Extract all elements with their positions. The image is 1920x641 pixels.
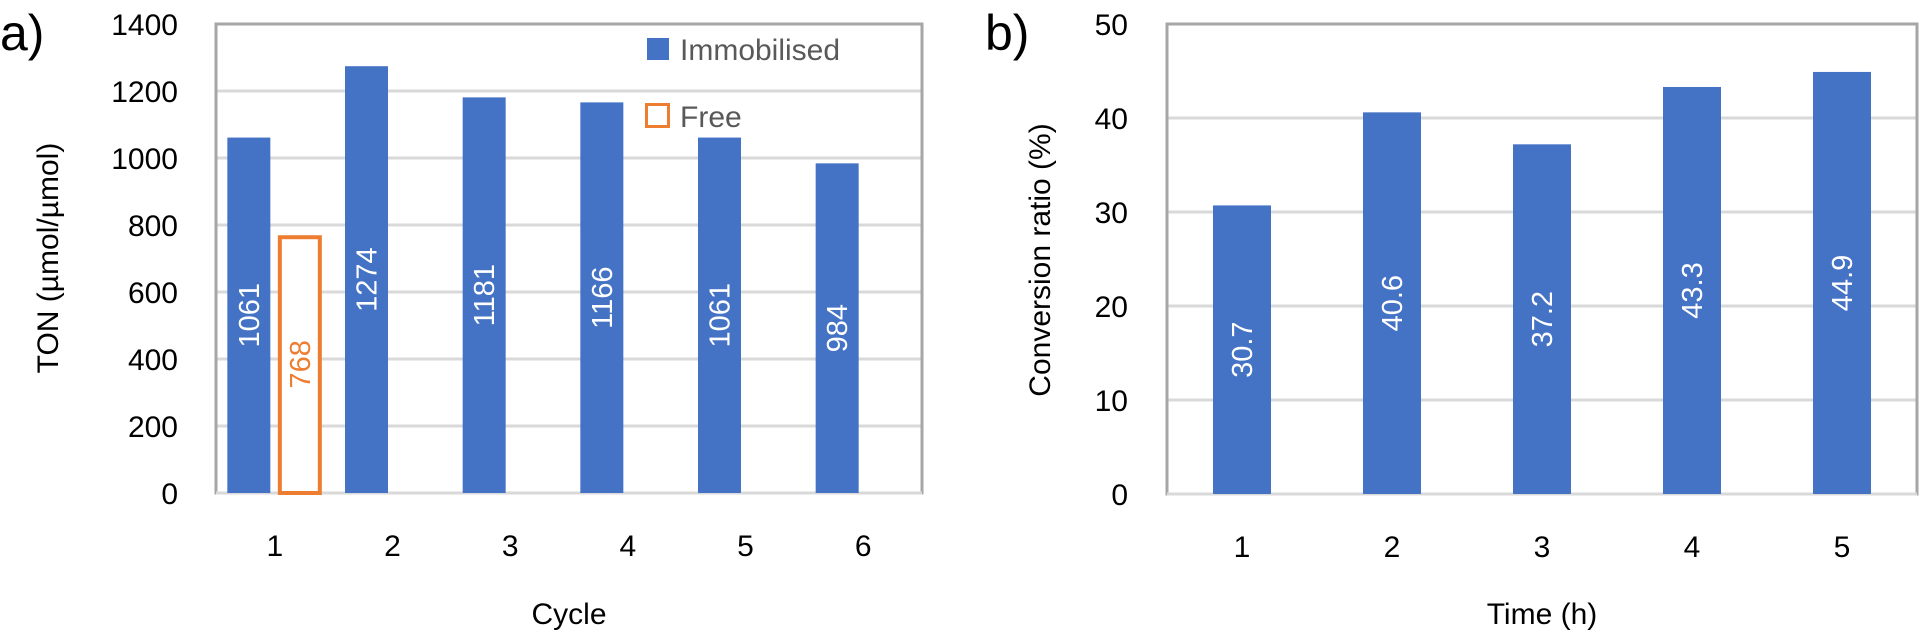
data-label: 768 (285, 340, 317, 388)
bar-immobilised (227, 137, 271, 493)
y-tick-label: 50 (1095, 9, 1128, 42)
y-tick-label: 800 (128, 210, 178, 243)
bar-conversion-ratio (1363, 112, 1421, 495)
bar-conversion-ratio (1213, 205, 1271, 495)
bar-immobilised (345, 66, 388, 494)
x-tick-label: 4 (619, 530, 636, 563)
x-tick-label: 5 (737, 530, 754, 563)
panel-label-b: b) (985, 5, 1029, 61)
y-tick-label: 0 (161, 478, 178, 511)
x-axis-title-a: Cycle (531, 598, 606, 631)
legend-a: Immobilised Free (645, 34, 840, 134)
y-tick-label: 1000 (111, 143, 178, 176)
x-tick-label: 4 (1684, 531, 1701, 564)
x-axis-title-b: Time (h) (1487, 598, 1598, 631)
data-label: 1274 (352, 247, 384, 312)
bar-conversion-ratio (1813, 71, 1871, 494)
legend-label-free: Free (680, 101, 742, 134)
legend-swatch-immobilised (647, 38, 669, 60)
legend-swatch-free (645, 103, 670, 128)
data-label: 1061 (705, 283, 737, 348)
data-label: 30.7 (1227, 321, 1259, 377)
y-axis-title-a: TON (µmol/µmol) (32, 143, 65, 374)
y-tick-label: 0 (1111, 479, 1128, 512)
bar-conversion-ratio (1513, 144, 1571, 494)
x-tick-label: 3 (1534, 531, 1551, 564)
x-tick-label: 2 (384, 530, 401, 563)
chart-a: a) 1061 1274 1181 1166 1061 984 768 0 200 400 600… (0, 5, 924, 631)
data-label: 44.9 (1827, 255, 1859, 311)
bar-conversion-ratio (1663, 86, 1721, 494)
bar-immobilised (462, 97, 506, 494)
y-tick-label: 1200 (111, 76, 178, 109)
legend-label-immobilised: Immobilised (680, 34, 840, 67)
y-tick-label: 1400 (111, 9, 178, 42)
x-tick-label: 6 (855, 530, 872, 563)
y-tick-label: 400 (128, 344, 178, 377)
y-tick-label: 40 (1095, 103, 1128, 136)
x-tick-label: 2 (1384, 531, 1401, 564)
x-tick-label: 3 (502, 530, 519, 563)
y-axis-title-b: Conversion ratio (%) (1024, 123, 1057, 396)
x-tick-label: 1 (266, 530, 283, 563)
data-label: 1166 (587, 267, 619, 329)
y-tick-label: 600 (128, 277, 178, 310)
bar-immobilised (580, 102, 624, 493)
x-tick-label: 5 (1834, 531, 1851, 564)
y-tick-label: 20 (1095, 291, 1128, 324)
chart-b: b) 30.7 40.6 37.2 43.3 44.9 0 10 20 30 40 50 1 2 3 4… (985, 5, 1919, 631)
data-label: 984 (822, 304, 854, 352)
bar-free (277, 235, 322, 495)
y-tick-label: 200 (128, 411, 178, 444)
panel-label-a: a) (0, 5, 44, 61)
data-label: 37.2 (1527, 291, 1559, 347)
data-label: 1181 (469, 264, 501, 326)
bar-immobilised (815, 163, 859, 494)
data-label: 43.3 (1677, 262, 1709, 318)
y-tick-label: 30 (1095, 197, 1128, 230)
data-label: 1061 (234, 283, 266, 348)
x-tick-label: 1 (1234, 531, 1251, 564)
bar-immobilised (698, 137, 741, 493)
data-label: 40.6 (1377, 275, 1409, 331)
y-tick-label: 10 (1095, 385, 1128, 418)
